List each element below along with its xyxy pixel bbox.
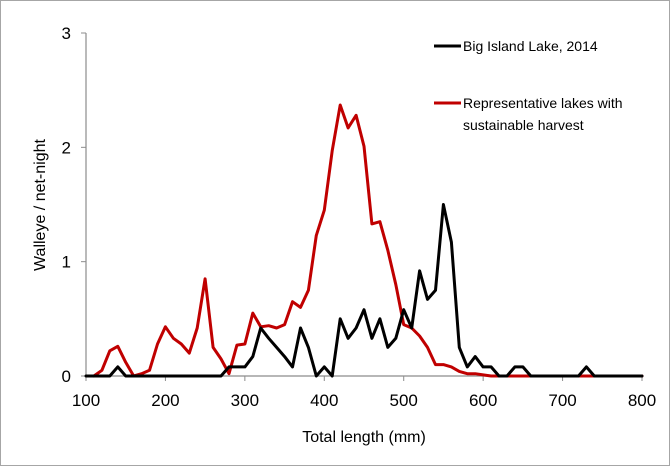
- x-tick-label: 500: [390, 391, 418, 410]
- x-tick-label: 100: [72, 391, 100, 410]
- legend-label: Representative lakes with sustainable har…: [463, 95, 623, 133]
- tick-labels: 100 200 300 400 500 600 700 800 0 1 2 3: [62, 24, 657, 410]
- x-tick-label: 600: [469, 391, 497, 410]
- series-line-big-island-lake: [84, 203, 644, 378]
- x-tick-label: 200: [151, 391, 179, 410]
- x-axis-title: Total length (mm): [302, 429, 426, 446]
- x-tick-label: 300: [231, 391, 259, 410]
- x-tick-label: 400: [310, 391, 338, 410]
- x-tick-label: 800: [628, 391, 656, 410]
- y-tick-label: 3: [62, 24, 71, 43]
- legend: Big Island Lake, 2014 Representative lake…: [434, 38, 623, 133]
- y-tick-label: 0: [62, 367, 71, 386]
- y-tick-label: 2: [62, 138, 71, 157]
- series-lines: [84, 103, 644, 378]
- y-axis-title: Walleye / net-night: [32, 138, 49, 270]
- x-tick-label: 700: [548, 391, 576, 410]
- legend-label: Big Island Lake, 2014: [463, 38, 598, 54]
- series-line-representative-lakes: [92, 103, 644, 378]
- y-tick-label: 1: [62, 253, 71, 272]
